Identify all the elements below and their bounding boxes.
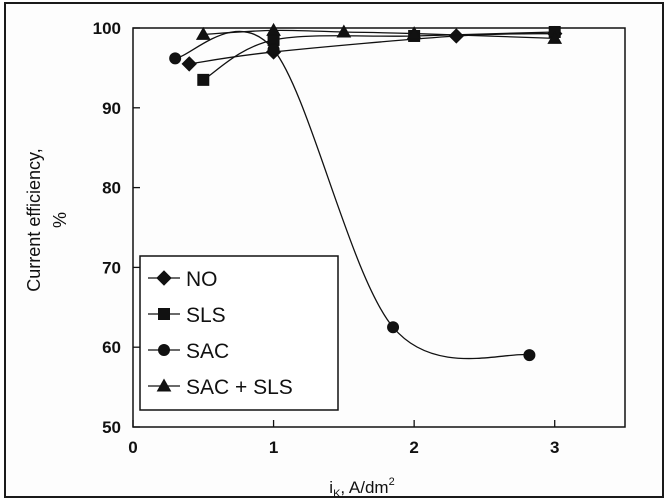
y-tick-label: 80 [102,179,121,198]
data-point-circle [169,52,182,65]
legend-marker-circle [158,344,170,356]
data-point-triangle [266,22,281,36]
y-tick-label: 60 [102,338,121,357]
x-axis-label-sup: 2 [389,476,395,488]
data-point-diamond [181,56,197,72]
x-axis-label: iK, A/dm2 [329,476,394,500]
legend: NO SLS SAC SAC + SLS [139,255,339,411]
data-point-square [197,73,210,86]
y-axis-label-line1: Current efficiency, [24,148,44,291]
data-point-circle [523,349,536,362]
x-axis-label-rest: , A/dm [340,478,388,497]
x-tick-label: 3 [550,438,559,457]
x-tick-label: 1 [269,438,278,457]
data-point-circle [387,321,400,334]
y-tick-label: 90 [102,99,121,118]
legend-label: SAC + SLS [186,376,293,399]
series-square [197,25,561,86]
data-point-triangle [336,24,352,38]
legend-box [139,255,339,411]
legend-item: NO [148,268,218,291]
y-tick-label: 50 [102,418,121,437]
legend-marker-diamond [156,270,172,286]
legend-label: NO [186,268,218,291]
x-axis-label-main: i [329,478,333,497]
series-layer [169,22,563,362]
data-point-triangle [406,26,422,40]
legend-item: SLS [148,304,226,327]
y-tick-label: 70 [102,258,121,277]
x-tick-label: 2 [409,438,418,457]
plot-area [132,27,626,428]
data-point-triangle [195,26,211,40]
legend-marker-triangle [156,378,172,392]
series-line [189,32,555,65]
legend-label: SLS [186,304,226,327]
series-triangle [195,22,563,44]
legend-item: SAC + SLS [148,376,293,399]
y-axis-label-line2: % [50,212,70,228]
axis-ticks: 50 60 70 80 90 100 0 1 2 3 [93,19,560,457]
data-point-triangle [547,30,563,44]
data-point-diamond [448,28,465,44]
chart-frame [4,2,664,498]
y-axis-label: Current efficiency, % [24,148,70,291]
legend-marker-square [158,308,170,320]
series-line [202,31,555,81]
data-point-circle [267,43,280,56]
legend-item: SAC [148,340,229,363]
y-tick-label: 100 [93,19,121,38]
legend-items: NO SLS SAC SAC + SLS [148,268,293,399]
x-tick-label: 0 [128,438,137,457]
x-axis-label-sub: K [333,488,341,500]
legend-label: SAC [186,340,229,363]
